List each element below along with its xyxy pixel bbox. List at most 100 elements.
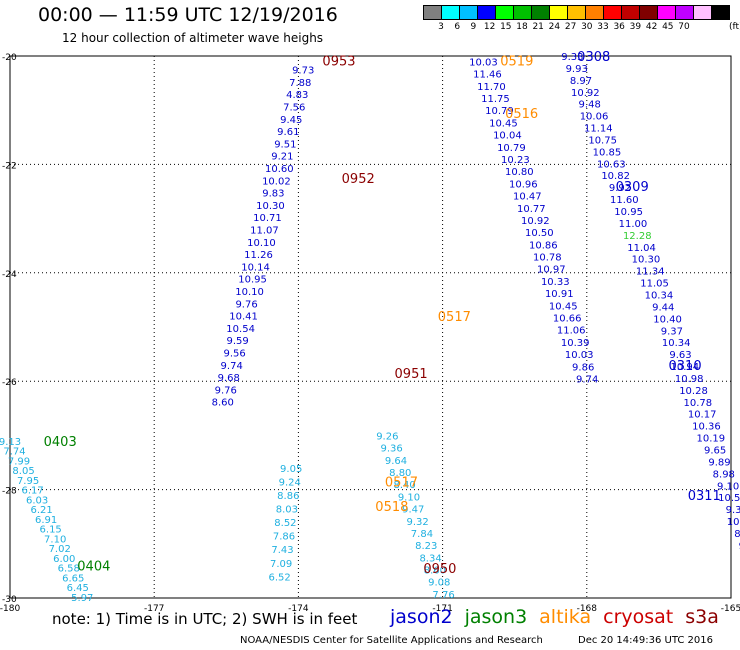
wave-height-label: 6.03: [26, 495, 48, 506]
wave-height-label: 9.51: [274, 139, 296, 150]
wave-height-label: 7.43: [271, 545, 293, 556]
wave-height-label: 10.54: [226, 324, 255, 335]
wave-height-label: 7.09: [270, 559, 292, 570]
wave-height-label: 8.40: [393, 480, 415, 491]
wave-height-label: 10.40: [653, 314, 682, 325]
wave-height-label: 9.74: [221, 361, 243, 372]
legend-label: 9: [470, 22, 477, 32]
wave-height-label: 10.19: [696, 434, 725, 445]
wave-height-label: 8.60: [424, 566, 446, 577]
satellite-altika: altika: [539, 606, 592, 628]
wave-height-label: 9.26: [376, 431, 398, 442]
wave-height-label: 6.65: [62, 573, 84, 584]
wave-height-label: 10.60: [265, 164, 294, 175]
wave-height-label: 9.10: [717, 481, 739, 492]
x-tick-label: -174: [288, 604, 309, 614]
wave-height-label: 10.86: [529, 240, 558, 251]
wave-height-label: 9.89: [708, 457, 730, 468]
wave-height-label: 10.77: [517, 204, 546, 215]
wave-height-label: 11.05: [640, 279, 669, 290]
pass-time-label: 0403: [44, 435, 77, 450]
wave-height-label: 7.02: [49, 544, 71, 555]
wave-height-label: 10.14: [241, 262, 270, 273]
wave-height-label: 10.39: [561, 338, 590, 349]
page-title: 00:00 — 11:59 UTC 12/19/2016: [38, 4, 338, 26]
wave-height-label: 9.76: [235, 299, 257, 310]
wave-height-label: 10.02: [262, 176, 291, 187]
wave-height-label: 10.78: [533, 253, 562, 264]
wave-height-label: 7.10: [44, 534, 66, 545]
wave-height-label: 10.45: [549, 301, 578, 312]
wave-height-label: 10.28: [679, 386, 708, 397]
wave-height-label: 10.79: [497, 143, 526, 154]
pass-time-label: 0404: [77, 559, 110, 574]
wave-height-label: 6.52: [269, 572, 291, 583]
wave-height-label: 10.95: [614, 207, 643, 218]
wave-height-label: 8.05: [12, 466, 34, 477]
legend-label: 39: [629, 22, 642, 32]
wave-height-label: 9.93: [566, 64, 588, 75]
legend-label: 12: [483, 22, 496, 32]
x-tick-label: -165: [721, 604, 740, 614]
satellite-s3a: s3a: [685, 606, 719, 628]
wave-height-label: 8.34: [419, 553, 441, 564]
wave-height-label: 10.97: [537, 265, 566, 276]
page-subtitle: 12 hour collection of altimeter wave hei…: [62, 31, 324, 45]
wave-height-label: 8.98: [713, 469, 735, 480]
wave-height-label: 6.91: [35, 515, 57, 526]
wave-height-label: 9.92: [609, 183, 631, 194]
wave-height-label: 9.08: [428, 578, 450, 589]
wave-height-label: 11.06: [557, 326, 586, 337]
satellite-jason3: jason3: [464, 606, 528, 628]
wave-height-label: 10.30: [256, 201, 285, 212]
wave-height-label: 11.04: [627, 243, 656, 254]
legend-label: 27: [564, 22, 577, 32]
wave-height-label: 11.75: [481, 94, 510, 105]
legend-label: 6: [454, 22, 461, 32]
wave-height-label: 10.33: [541, 277, 570, 288]
wave-height-label: 6.58: [58, 564, 80, 575]
wave-height-label: 8.81: [734, 529, 740, 540]
wave-height-label: 10.23: [501, 155, 530, 166]
wave-height-label: 8.60: [212, 398, 234, 409]
wave-height-label: 9.47: [402, 505, 424, 516]
wave-height-label: 7.74: [3, 447, 25, 458]
generated-timestamp: Dec 20 14:49:36 UTC 2016: [578, 635, 713, 646]
wave-height-label: 9.32: [406, 517, 428, 528]
pass-time-label: 0310: [669, 359, 702, 374]
wave-height-label: 11.14: [584, 124, 613, 135]
pass-time-label: 0516: [505, 107, 538, 122]
pass-time-label: 0517: [438, 310, 471, 325]
wave-height-label: 9.73: [292, 66, 314, 77]
legend-label: 42: [645, 22, 658, 32]
wave-height-label: 9.13: [0, 437, 21, 448]
wave-height-label: 4.83: [286, 90, 308, 101]
satellite-legend: jason2 jason3 altika cryosat s3a: [390, 606, 731, 628]
wave-height-label: 7.84: [411, 529, 433, 540]
wave-height-label: 10.82: [601, 171, 630, 182]
wave-height-label: 7.95: [17, 476, 39, 487]
pass-time-label: 0953: [322, 54, 355, 69]
wave-height-label: 9.05: [280, 464, 302, 475]
wave-height-label: 8.03: [276, 505, 298, 516]
legend-label: 33: [597, 22, 609, 32]
wave-height-label: 6.45: [67, 583, 89, 594]
wave-height-label: 10.17: [688, 410, 717, 421]
wave-height-label: 10.80: [505, 167, 534, 178]
wave-height-label: 9.86: [572, 362, 594, 373]
pass-time-label: 0517: [385, 475, 418, 490]
wave-height-label: 9.64: [385, 456, 407, 467]
wave-height-label: 12.28: [623, 231, 652, 242]
wave-height-label: 9.10: [398, 492, 420, 503]
wave-height-label: 10.75: [588, 135, 617, 146]
wave-height-label: 9.73: [739, 541, 740, 552]
x-tick-label: -177: [144, 604, 164, 614]
wave-height-label: 10.36: [692, 422, 721, 433]
x-tick-label: -168: [577, 604, 598, 614]
wave-height-label: 9.76: [215, 385, 237, 396]
pass-time-label: 0308: [577, 50, 610, 65]
wave-height-label: 7.86: [273, 532, 295, 543]
wave-height-label: 10.50: [525, 228, 554, 239]
wave-height-label: 6.21: [30, 505, 52, 516]
wave-height-label: 8.23: [415, 541, 437, 552]
